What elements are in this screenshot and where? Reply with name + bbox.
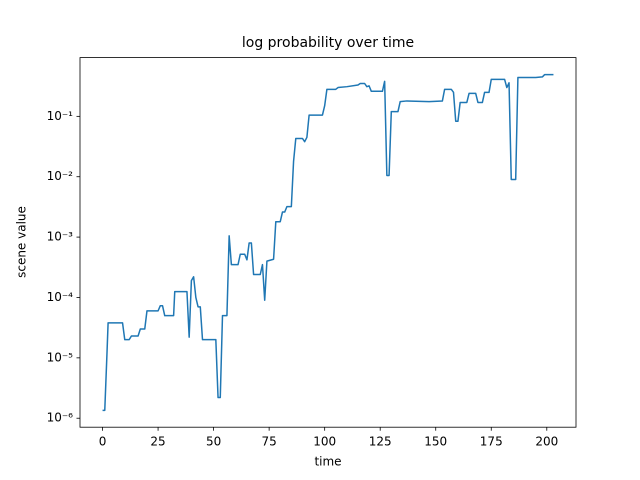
x-tick-label: 200 (535, 435, 558, 449)
x-axis-label: time (314, 455, 341, 469)
y-tick-label: 10⁻⁵ (47, 350, 74, 364)
x-tick-label: 100 (313, 435, 336, 449)
x-tick-label: 0 (99, 435, 107, 449)
x-tick-label: 150 (424, 435, 447, 449)
y-tick-label: 10⁻¹ (47, 109, 74, 123)
y-tick-label: 10⁻² (47, 169, 74, 183)
x-tick-label: 75 (261, 435, 276, 449)
x-tick-label: 25 (150, 435, 165, 449)
y-axis-label: scene value (15, 206, 29, 278)
data-line (102, 73, 554, 412)
chart-title: log probability over time (242, 35, 414, 51)
x-tick-label: 125 (369, 435, 392, 449)
y-tick-label: 10⁻³ (47, 230, 74, 244)
x-tick-label: 175 (480, 435, 503, 449)
x-tick-label: 50 (206, 435, 221, 449)
y-tick-label: 10⁻⁴ (47, 290, 74, 304)
plot-frame (79, 57, 577, 428)
y-tick-label: 10⁻⁶ (47, 411, 74, 425)
